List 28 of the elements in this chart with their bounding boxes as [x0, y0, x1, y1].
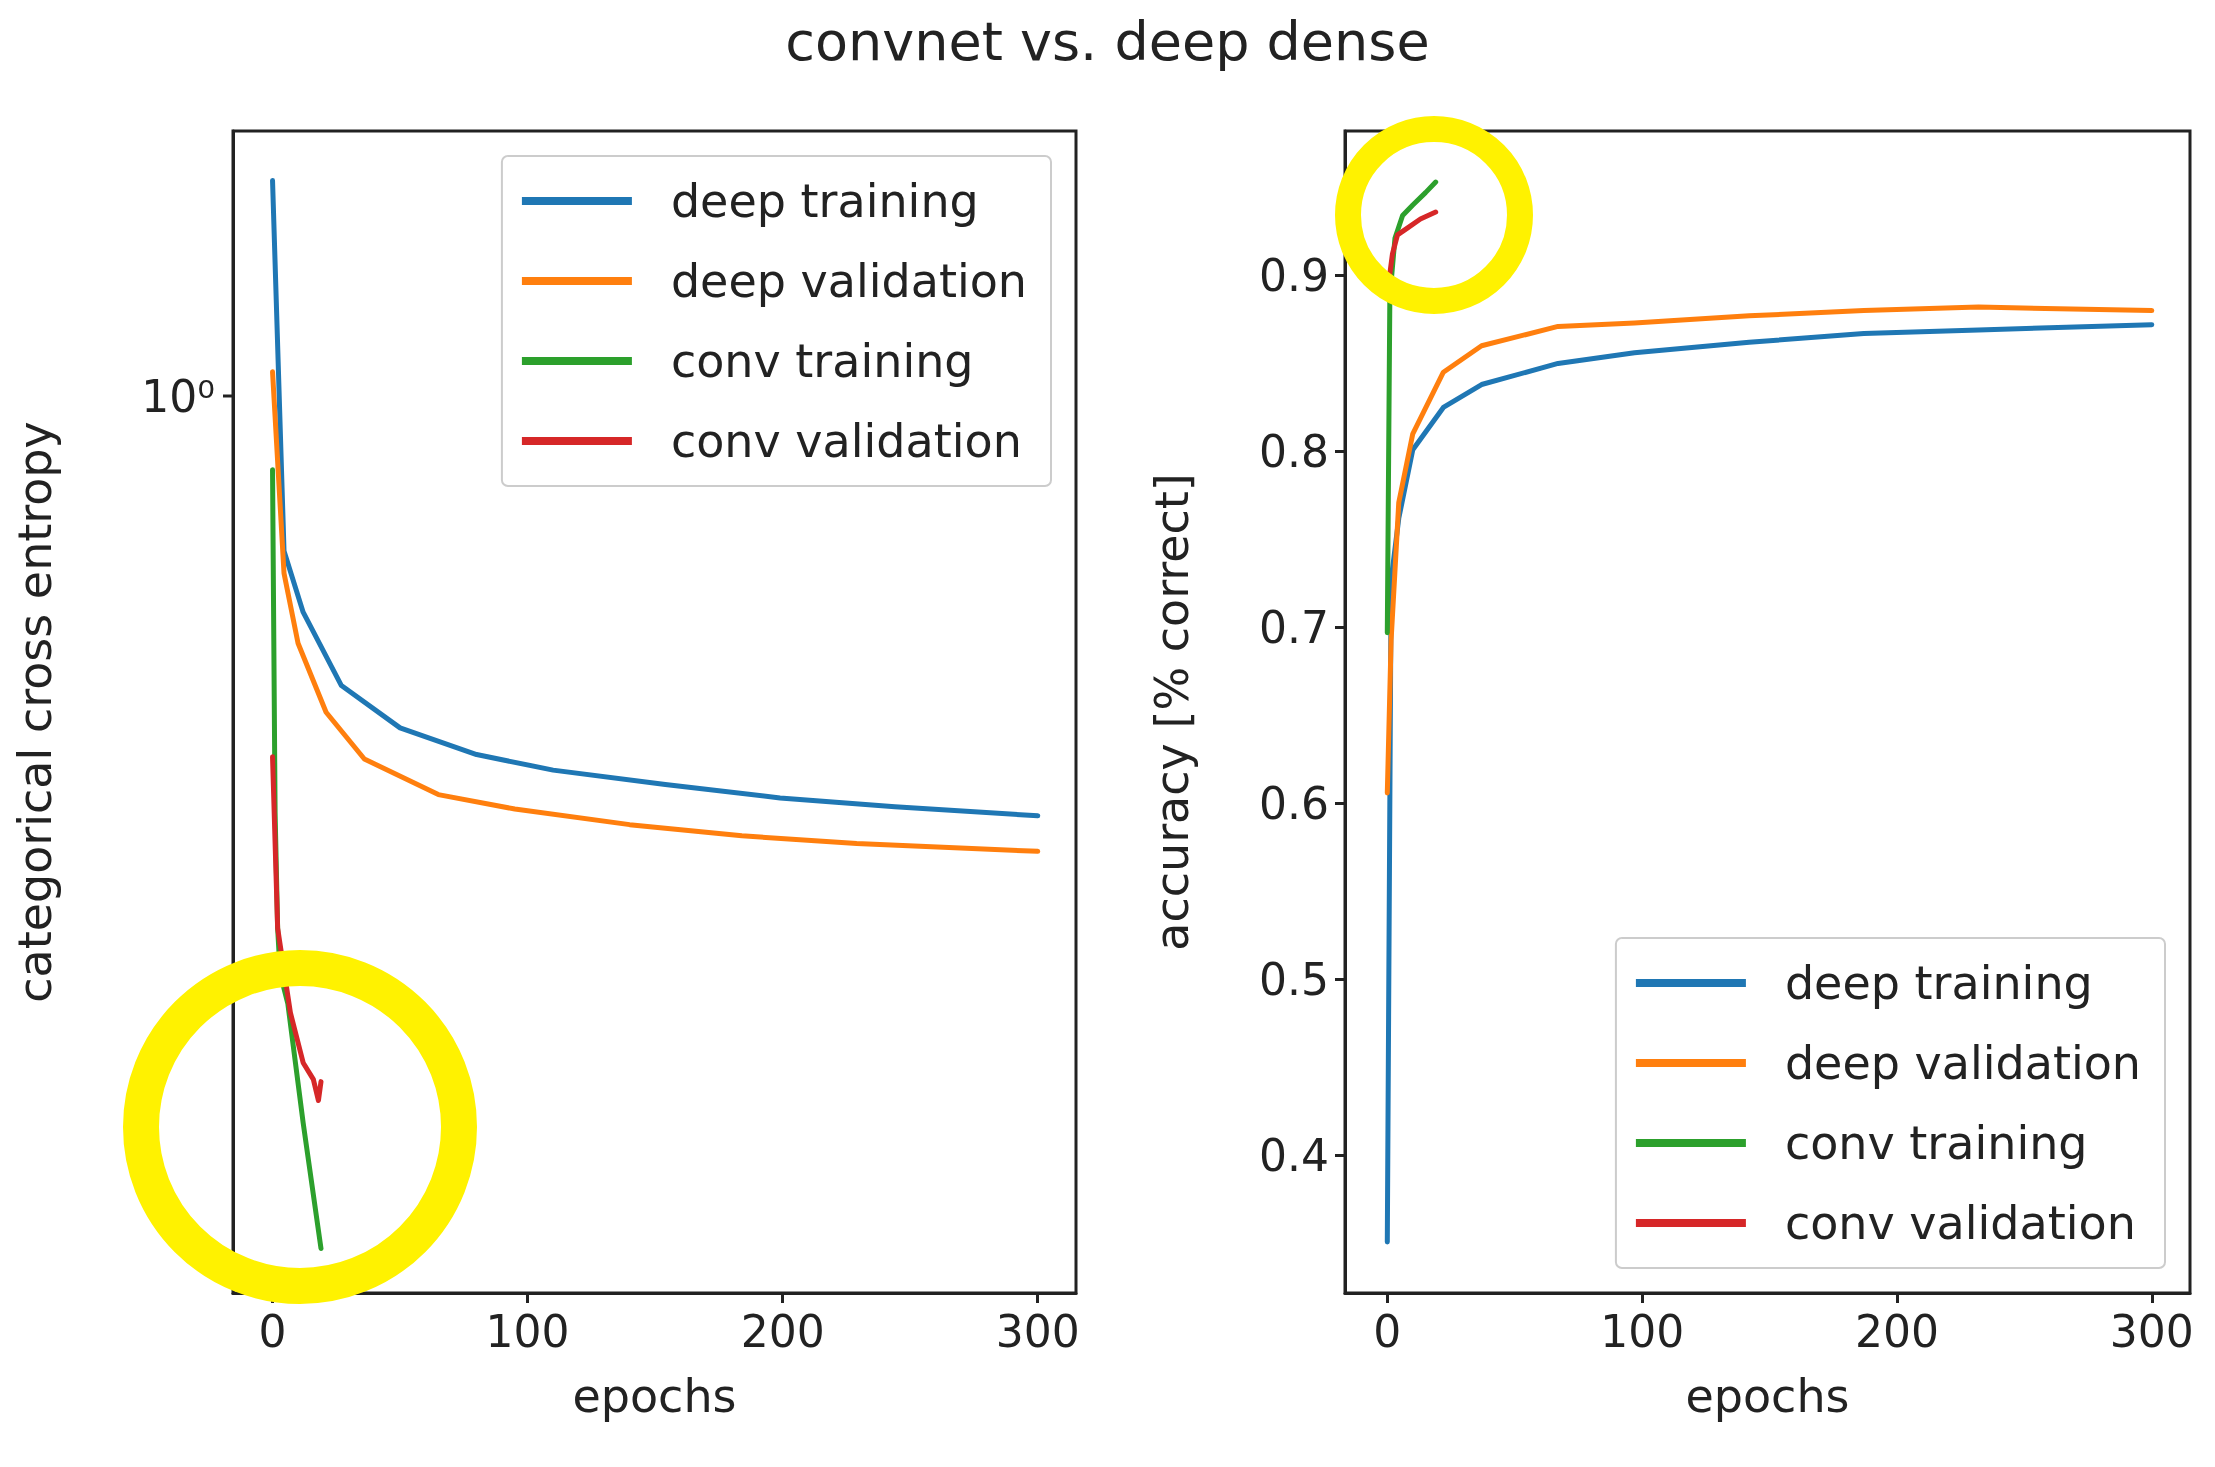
y-tick-label: 0.4 — [1259, 1130, 1329, 1182]
x-tick-label: 300 — [995, 1305, 1080, 1357]
legend-label: conv validation — [670, 414, 1022, 468]
y-axis-title: categorical cross entropy — [8, 421, 62, 1003]
legend-label: deep validation — [1784, 1036, 2142, 1090]
text: 10⁰ — [141, 370, 215, 422]
x-tick-label: 300 — [2109, 1305, 2194, 1357]
y-tick-label: 0.6 — [1259, 778, 1329, 830]
y-tick-label: 0.7 — [1259, 601, 1329, 653]
legend-label: conv training — [1784, 1116, 2088, 1170]
x-tick-label: 100 — [485, 1305, 570, 1357]
y-axis-title: accuracy [% correct] — [1145, 473, 1199, 951]
x-axis-title: epochs — [1685, 1369, 1850, 1423]
x-axis-title: epochs — [572, 1369, 737, 1423]
legend-label: conv training — [670, 334, 974, 388]
y-tick-label: 0.5 — [1259, 954, 1329, 1006]
legend-label: deep validation — [670, 254, 1028, 308]
x-tick-label: 200 — [1854, 1305, 1939, 1357]
x-tick-label: 200 — [740, 1305, 825, 1357]
x-tick-label: 0 — [1373, 1305, 1402, 1357]
legend-label: deep training — [670, 174, 979, 228]
legend-label: conv validation — [1784, 1196, 2136, 1250]
y-tick-label: 0.9 — [1259, 249, 1329, 301]
x-tick-label: 0 — [258, 1305, 287, 1357]
chart-title: convnet vs. deep dense — [784, 10, 1431, 73]
x-tick-label: 100 — [1600, 1305, 1685, 1357]
legend-label: deep training — [1784, 956, 2093, 1010]
y-tick-label: 0.8 — [1259, 425, 1329, 477]
